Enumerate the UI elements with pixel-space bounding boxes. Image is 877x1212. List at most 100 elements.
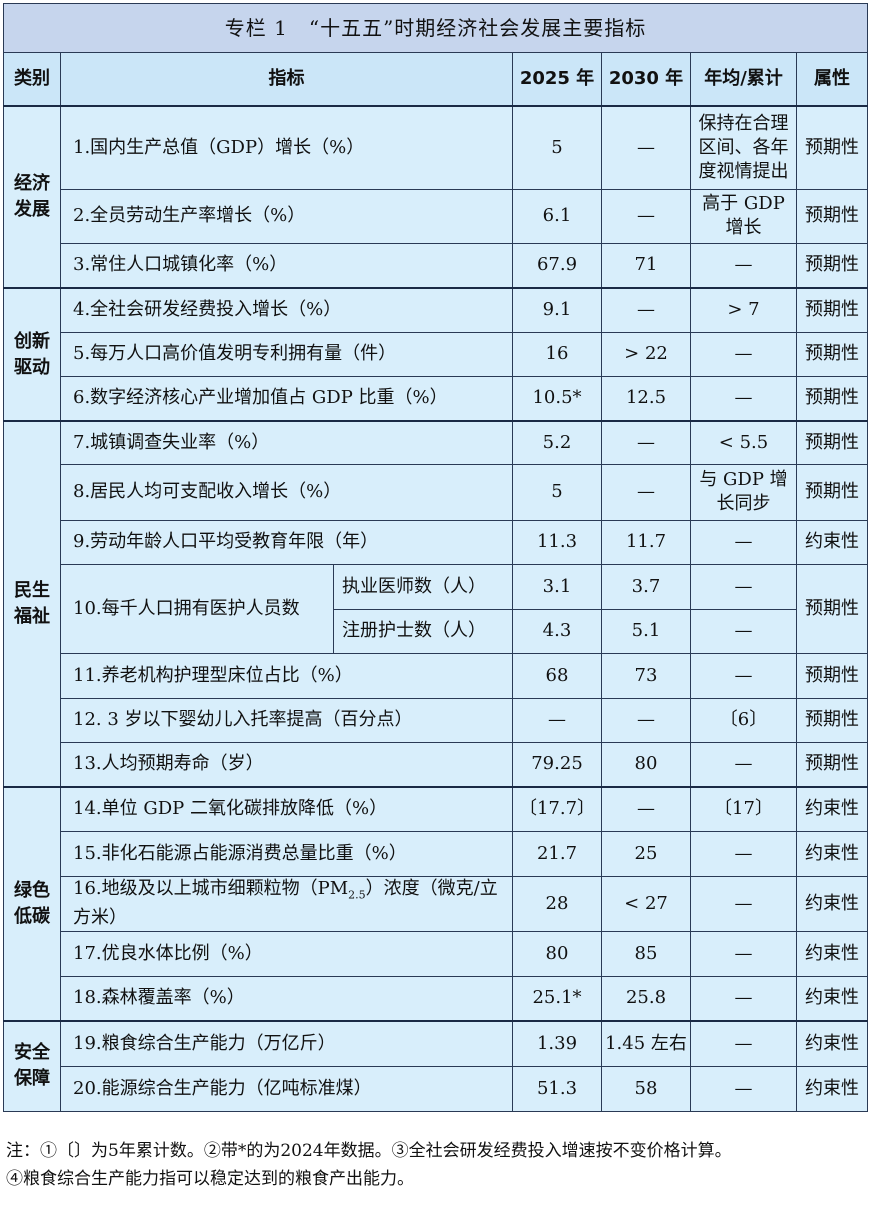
value-2025: 10.5* bbox=[512, 375, 602, 422]
attribute-cell: 预期性 bbox=[795, 242, 869, 289]
value-2030: 80 bbox=[601, 741, 691, 788]
value-2030: 58 bbox=[601, 1065, 691, 1112]
table-row: 5.每万人口高价值发明专利拥有量（件） 16 > 22— 预期性 bbox=[4, 331, 869, 377]
value-2030: > 22 bbox=[601, 331, 691, 377]
attribute-cell: 预期性 bbox=[795, 697, 869, 743]
average-cumulative: 〔17〕 bbox=[690, 786, 797, 832]
indicator-text: 16.地级及以上城市细颗粒物（PM bbox=[73, 878, 349, 900]
attribute-cell: 约束性 bbox=[795, 930, 869, 977]
value-2030: — bbox=[601, 697, 691, 743]
indicator-cell: 14.单位 GDP 二氧化碳排放降低（%） bbox=[60, 786, 513, 832]
indicator-cell: 6.数字经济核心产业增加值占 GDP 比重（%） bbox=[60, 375, 513, 422]
value-2025: 5 bbox=[512, 105, 602, 190]
header-category: 类别 bbox=[3, 52, 61, 107]
average-cumulative: — bbox=[690, 875, 797, 932]
table-row: 18.森林覆盖率（%） 25.1* 25.8— 约束性 bbox=[4, 975, 869, 1022]
table-row: 20.能源综合生产能力（亿吨标准煤） 51.3 58— 约束性 bbox=[4, 1065, 869, 1112]
footnote-line: 注：①〔〕为5年累计数。②带*的为2024年数据。③全社会研发经费投入增速按不变… bbox=[6, 1141, 732, 1161]
average-cumulative: — bbox=[690, 519, 797, 565]
average-cumulative: — bbox=[690, 652, 797, 699]
value-2030: 73 bbox=[601, 652, 691, 699]
table-row: 安全保障 19.粮食综合生产能力（万亿斤） 1.39 1.45 左右 — 约束性 bbox=[3, 1020, 869, 1112]
table-row: 10.每千人口拥有医护人员数 执业医师数（人） 3.1 3.7— 预期性 bbox=[4, 563, 869, 654]
value-2025: 25.1* bbox=[512, 975, 602, 1022]
indicator-text: ）浓度（微克/立方米） bbox=[73, 878, 498, 928]
table-row: 注册护士数（人） 4.3 5.1— bbox=[4, 608, 868, 654]
average-cumulative: — bbox=[690, 975, 797, 1022]
attribute-cell: 预期性 bbox=[795, 463, 869, 521]
value-2025: 16 bbox=[512, 331, 602, 377]
attribute-cell: 预期性 bbox=[795, 287, 869, 333]
indicator-cell: 11.养老机构护理型床位占比（%） bbox=[60, 652, 513, 699]
attribute-cell: 预期性 bbox=[795, 563, 869, 654]
value-2030: 1.45 左右 bbox=[601, 1020, 691, 1067]
sub-indicator-cell: 执业医师数（人） bbox=[333, 563, 513, 610]
indicator-cell: 7.城镇调查失业率（%） bbox=[60, 420, 513, 465]
category-cell: 安全保障 bbox=[3, 1020, 61, 1112]
value-2025: 21.7 bbox=[512, 830, 602, 877]
value-2030: 3.7 bbox=[601, 563, 691, 610]
indicator-cell: 20.能源综合生产能力（亿吨标准煤） bbox=[60, 1065, 513, 1112]
sub-indicator-cell: 注册护士数（人） bbox=[333, 608, 513, 654]
indicator-cell: 4.全社会研发经费投入增长（%） bbox=[60, 287, 513, 333]
value-2030: 85 bbox=[601, 930, 691, 977]
average-cumulative: 〔6〕 bbox=[690, 697, 797, 743]
table-row: 民生福祉 7.城镇调查失业率（%） 5.2— < 5.5 预期性 bbox=[3, 420, 869, 788]
average-cumulative: — bbox=[690, 331, 797, 377]
average-cumulative: 保持在合理区间、各年度视情提出 bbox=[690, 105, 797, 190]
table-row: 13.人均预期寿命（岁） 79.25 80— 预期性 bbox=[4, 741, 869, 788]
attribute-cell: 预期性 bbox=[795, 105, 869, 190]
value-2030: 11.7 bbox=[601, 519, 691, 565]
attribute-cell: 约束性 bbox=[795, 830, 869, 877]
average-cumulative: — bbox=[690, 563, 797, 610]
attribute-cell: 预期性 bbox=[795, 331, 869, 377]
indicators-table: 专栏 1 “十五五”时期经济社会发展主要指标 类别 指标 2025 年 2030… bbox=[2, 3, 869, 1112]
indicator-cell: 15.非化石能源占能源消费总量比重（%） bbox=[60, 830, 513, 877]
value-2030: 12.5 bbox=[601, 375, 691, 422]
header-indicator: 指标 bbox=[60, 52, 513, 107]
table-title: 专栏 1 “十五五”时期经济社会发展主要指标 bbox=[2, 3, 869, 53]
attribute-cell: 约束性 bbox=[795, 975, 869, 1022]
value-2025: 4.3 bbox=[512, 608, 602, 654]
indicator-cell: 18.森林覆盖率（%） bbox=[60, 975, 513, 1022]
value-2025: 6.1 bbox=[512, 188, 602, 244]
value-2025: 80 bbox=[512, 930, 602, 977]
indicator-cell: 2.全员劳动生产率增长（%） bbox=[60, 188, 513, 244]
value-2025: 67.9 bbox=[512, 242, 602, 289]
table-row: 创新驱动 4.全社会研发经费投入增长（%） 9.1— > 7 预期性 bbox=[3, 287, 869, 422]
average-cumulative: — bbox=[690, 930, 797, 977]
attribute-cell: 预期性 bbox=[795, 652, 869, 699]
attribute-cell: 预期性 bbox=[795, 375, 869, 422]
attribute-cell: 预期性 bbox=[795, 420, 869, 465]
average-cumulative: — bbox=[690, 242, 797, 289]
value-2025: — bbox=[512, 697, 602, 743]
table-row: 9.劳动年龄人口平均受教育年限（年） 11.3 11.7— 约束性 bbox=[4, 519, 869, 565]
table-row: 12. 3 岁以下婴幼儿入托率提高（百分点） — — 〔6〕 预期性 bbox=[4, 697, 869, 743]
attribute-cell: 约束性 bbox=[795, 519, 869, 565]
header-average-cumulative: 年均/累计 bbox=[690, 52, 797, 107]
value-2025: 1.39 bbox=[512, 1020, 602, 1067]
attribute-cell: 约束性 bbox=[795, 875, 869, 932]
table-row: 15.非化石能源占能源消费总量比重（%） 21.7 25— 约束性 bbox=[4, 830, 869, 877]
average-cumulative: 与 GDP 增长同步 bbox=[690, 463, 797, 521]
indicator-cell: 16.地级及以上城市细颗粒物（PM2.5）浓度（微克/立方米） bbox=[60, 875, 513, 932]
footnotes: 注：①〔〕为5年累计数。②带*的为2024年数据。③全社会研发经费投入增速按不变… bbox=[6, 1137, 876, 1193]
average-cumulative: — bbox=[690, 1020, 797, 1067]
value-2030: < 27 bbox=[601, 875, 691, 932]
value-2030: 25 bbox=[601, 830, 691, 877]
value-2030: 25.8 bbox=[601, 975, 691, 1022]
average-cumulative: — bbox=[690, 375, 797, 422]
indicator-cell: 9.劳动年龄人口平均受教育年限（年） bbox=[60, 519, 513, 565]
indicator-cell: 5.每万人口高价值发明专利拥有量（件） bbox=[60, 331, 513, 377]
indicator-cell: 8.居民人均可支配收入增长（%） bbox=[60, 463, 513, 521]
indicator-cell: 19.粮食综合生产能力（万亿斤） bbox=[60, 1020, 513, 1067]
category-cell: 民生福祉 bbox=[3, 420, 61, 788]
table-row: 16.地级及以上城市细颗粒物（PM2.5）浓度（微克/立方米） 28 < 27— 约束… bbox=[4, 875, 869, 932]
value-2025: 3.1 bbox=[512, 563, 602, 610]
table-row: 8.居民人均可支配收入增长（%） 5— 与 GDP 增长同步 预期性 bbox=[4, 463, 869, 521]
value-2030: — bbox=[601, 420, 691, 465]
attribute-cell: 预期性 bbox=[795, 741, 869, 788]
value-2025: 68 bbox=[512, 652, 602, 699]
value-2025: 5 bbox=[512, 463, 602, 521]
value-2025: 9.1 bbox=[512, 287, 602, 333]
